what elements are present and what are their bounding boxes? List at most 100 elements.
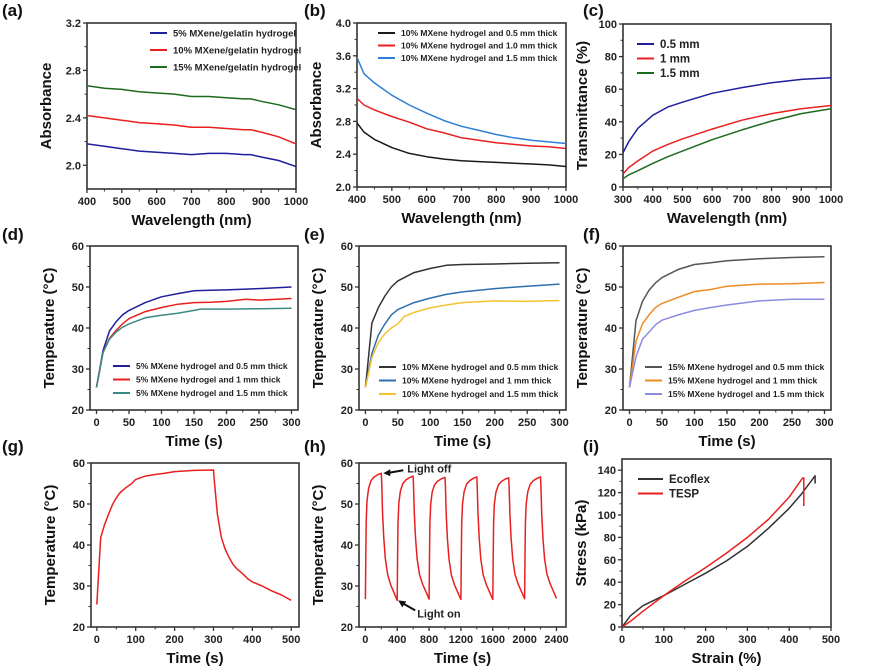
series-line-1 [87, 143, 296, 168]
x-axis-title: Time (s) [166, 650, 223, 667]
x-tick-label: 800 [420, 634, 438, 646]
legend-label: 10% MXene hydrogel and 1.5 mm thick [402, 389, 559, 399]
x-tick-label: 800 [487, 194, 505, 206]
x-tick-label: 1000 [284, 196, 308, 208]
y-tick-label: 2.4 [336, 149, 352, 161]
series-line-1 [96, 469, 292, 605]
panel-e: (e) 0 50 100 150 200 250 300 20 30 40 50 60 Time (s) T… [304, 225, 569, 450]
series-line-2 [622, 477, 805, 627]
y-tick-label: 120 [598, 488, 616, 500]
x-tick-label: 0 [626, 417, 632, 429]
x-tick-label: 400 [78, 196, 96, 208]
x-tick-label: 100 [685, 417, 703, 429]
y-tick-label: 40 [73, 540, 85, 552]
series-line-1 [357, 122, 566, 168]
plot-frame [621, 458, 832, 628]
x-tick-label: 0 [93, 417, 99, 429]
y-tick-label: 50 [73, 499, 85, 511]
legend-label: 5% MXene hydrogel and 1.5 mm thick [136, 388, 288, 398]
x-tick-label: 300 [282, 417, 300, 429]
legend-label: 10% MXene hydrogel and 1.5 mm thick [401, 53, 558, 63]
legend-label: 1 mm [660, 54, 690, 66]
y-tick-label: 80 [604, 532, 616, 544]
y-tick-label: 40 [341, 323, 353, 335]
panel-d: (d) 0 50 100 150 200 250 300 20 30 40 50 60 Time (s) T… [2, 225, 301, 450]
y-tick-label: 30 [341, 581, 353, 593]
y-tick-label: 20 [73, 622, 85, 634]
x-tick-label: 50 [392, 417, 404, 429]
legend-label: 10% MXene/gelatin hydrogel [173, 45, 301, 56]
x-tick-label: 1000 [819, 194, 843, 206]
x-tick-label: 400 [780, 634, 798, 646]
legend-label: 15% MXene/gelatin hydrogel [173, 62, 301, 73]
panel-label: (i) [583, 437, 599, 456]
panel-label: (b) [304, 1, 326, 20]
y-tick-label: 2.0 [66, 160, 81, 172]
legend-label: 15% MXene hydrogel and 0.5 mm thick [668, 362, 825, 372]
panel-f: (f) 0 50 100 150 200 250 300 20 30 40 50 60 Time (s) T… [574, 225, 834, 450]
legend: 10% MXene hydrogel and 0.5 mm thick 10% M… [378, 28, 558, 63]
x-tick-label: 200 [696, 634, 714, 646]
panel-b: (b) 400 500 600 700 800 900 1000 2.0 2.4 2.8 3.2 3.6… [304, 1, 578, 227]
y-axis-title: Temperature (°C) [310, 485, 327, 606]
panel-label: (a) [2, 1, 23, 20]
y-tick-label: 30 [72, 364, 84, 376]
x-tick-label: 250 [250, 417, 268, 429]
panel-g: (g) 0 100 200 300 400 500 20 30 40 50 60 Time (s) Tem… [2, 437, 300, 667]
x-tick-label: 150 [718, 417, 736, 429]
legend-label: 15% MXene hydrogel and 1 mm thick [668, 376, 818, 386]
series-line-3 [623, 108, 831, 180]
x-tick-label: 250 [518, 417, 536, 429]
legend-label: Ecoflex [669, 474, 711, 486]
series-line-2 [623, 104, 831, 175]
x-tick-label: 500 [282, 634, 300, 646]
x-tick-label: 300 [550, 417, 568, 429]
y-tick-label: 30 [341, 364, 353, 376]
x-tick-label: 150 [185, 417, 203, 429]
y-tick-label: 60 [605, 241, 617, 253]
y-tick-label: 60 [605, 84, 617, 96]
x-tick-label: 700 [452, 194, 470, 206]
x-tick-label: 400 [388, 634, 406, 646]
x-tick-label: 300 [738, 634, 756, 646]
annotation-light-on: Light on [417, 608, 461, 620]
y-tick-label: 20 [72, 405, 84, 417]
legend-label: 0.5 mm [660, 39, 700, 51]
x-tick-label: 300 [204, 634, 222, 646]
x-tick-label: 50 [656, 417, 668, 429]
y-axis-title: Temperature (°C) [310, 268, 327, 389]
legend: 15% MXene hydrogel and 0.5 mm thick 15% M… [645, 362, 825, 399]
x-tick-label: 500 [673, 194, 691, 206]
panel-label: (g) [2, 437, 24, 456]
x-tick-label: 900 [522, 194, 540, 206]
series-line-3 [357, 57, 566, 145]
y-tick-label: 3.2 [336, 84, 351, 96]
y-tick-label: 2.0 [336, 182, 351, 194]
y-tick-label: 140 [598, 465, 616, 477]
y-tick-label: 2.8 [336, 116, 351, 128]
x-tick-label: 500 [113, 196, 131, 208]
y-tick-label: 2.8 [66, 65, 81, 77]
y-tick-label: 40 [604, 577, 616, 589]
legend-label: TESP [669, 489, 699, 501]
series-line-1 [364, 262, 560, 388]
y-tick-label: 3.2 [66, 18, 81, 30]
y-tick-label: 30 [73, 581, 85, 593]
x-tick-label: 0 [94, 634, 100, 646]
x-tick-label: 600 [417, 194, 435, 206]
y-tick-label: 40 [605, 117, 617, 129]
series-line-1 [628, 255, 825, 388]
x-tick-label: 1600 [481, 634, 505, 646]
x-tick-label: 300 [815, 417, 833, 429]
x-axis-title: Time (s) [434, 433, 491, 450]
x-tick-label: 1200 [449, 634, 473, 646]
x-axis-title: Wavelength (nm) [401, 210, 521, 227]
series-line-3 [628, 298, 825, 388]
y-tick-label: 100 [599, 19, 617, 31]
series-line-3 [87, 85, 296, 111]
legend-label: 10% MXene hydrogel and 1 mm thick [402, 376, 552, 386]
panel-h: (h) 0 400 800 1200 1600 2000 2400 20 30 40 50 60 Time… [304, 437, 569, 667]
x-tick-label: 400 [348, 194, 366, 206]
x-tick-label: 600 [703, 194, 721, 206]
